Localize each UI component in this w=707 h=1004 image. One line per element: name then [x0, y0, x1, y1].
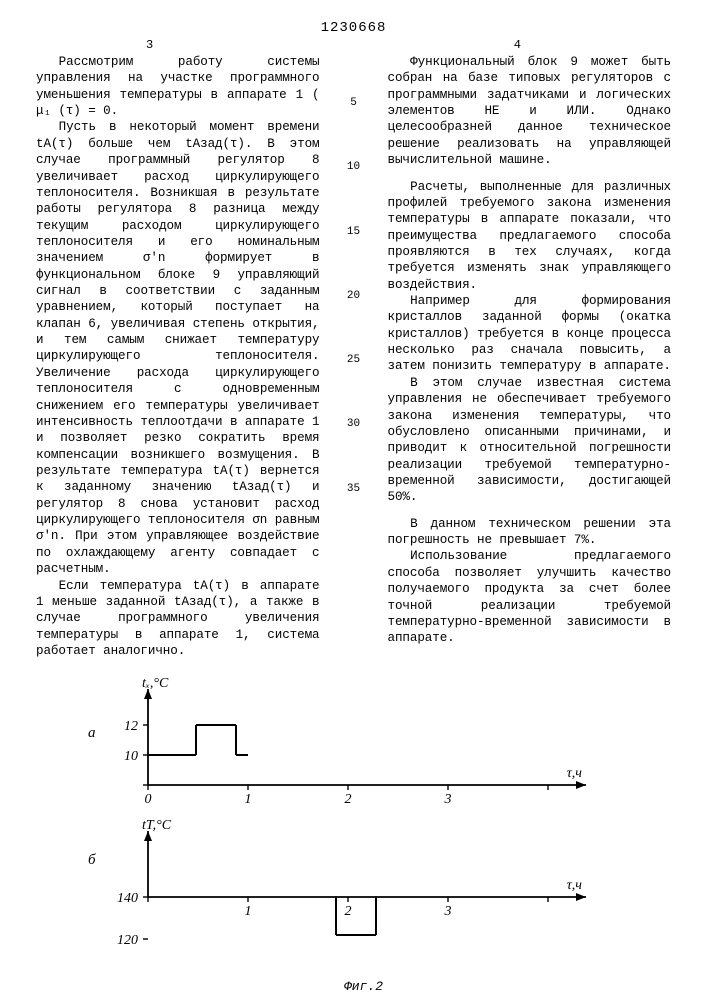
svg-text:а: а [88, 725, 96, 741]
figure-2: 01231012tₓ,°Cτ,ча123140120tT,°Cτ,чб [56, 673, 616, 973]
paragraph: Использование предлагаемого способа позв… [388, 548, 672, 646]
line-number: 30 [344, 417, 364, 431]
svg-text:3: 3 [444, 904, 452, 919]
svg-text:б: б [88, 852, 96, 868]
svg-text:140: 140 [117, 891, 138, 906]
svg-text:τ,ч: τ,ч [567, 766, 583, 781]
paragraph: В данном техническом решении эта погрешн… [388, 516, 672, 549]
line-number: 25 [344, 353, 364, 367]
line-number: 20 [344, 289, 364, 303]
figure-caption: Фиг.2 [56, 979, 671, 994]
line-number: 5 [344, 96, 364, 110]
page-number-left: 3 [146, 38, 153, 52]
svg-text:12: 12 [124, 719, 138, 734]
line-number: 35 [344, 482, 364, 496]
paragraph: Функциональный блок 9 может быть собран … [388, 54, 672, 169]
svg-text:2: 2 [345, 792, 352, 807]
svg-text:2: 2 [345, 904, 352, 919]
svg-text:10: 10 [124, 749, 138, 764]
svg-text:τ,ч: τ,ч [567, 878, 583, 893]
line-number: 15 [344, 225, 364, 239]
right-column: Функциональный блок 9 может быть собран … [388, 54, 672, 659]
svg-text:tₓ,°C: tₓ,°C [142, 676, 169, 691]
svg-text:120: 120 [117, 933, 138, 948]
svg-text:0: 0 [145, 792, 152, 807]
page-number-right: 4 [514, 38, 521, 52]
line-number: 10 [344, 160, 364, 174]
line-number-gutter: 5 10 15 20 25 30 35 [344, 54, 364, 659]
paragraph: Рассмотрим работу системы управления на … [36, 54, 320, 119]
paragraph: Расчеты, выполненные для различных профи… [388, 179, 672, 294]
paragraph: Если температура tA(τ) в аппарате 1 мень… [36, 578, 320, 660]
svg-text:1: 1 [245, 792, 252, 807]
paragraph: Пусть в некоторый момент времени tA(τ) б… [36, 119, 320, 577]
paragraph: В этом случае известная система управлен… [388, 375, 672, 506]
svg-text:tT,°C: tT,°C [142, 818, 172, 833]
doc-number: 1230668 [36, 20, 671, 36]
svg-text:1: 1 [245, 904, 252, 919]
svg-text:3: 3 [444, 792, 452, 807]
paragraph: Например для формирования кристаллов зад… [388, 293, 672, 375]
left-column: Рассмотрим работу системы управления на … [36, 54, 320, 659]
